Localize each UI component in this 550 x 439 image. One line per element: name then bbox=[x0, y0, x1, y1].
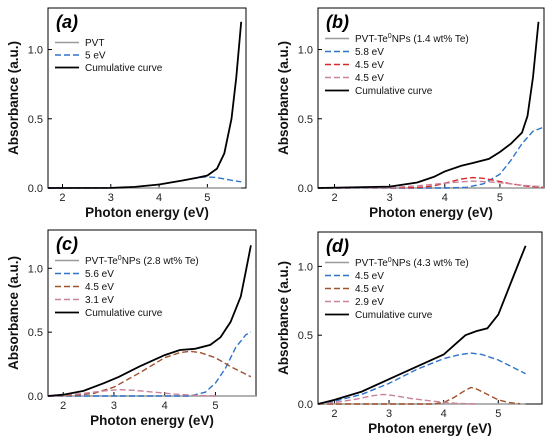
x-tick-label: 2 bbox=[59, 192, 65, 204]
x-axis-label: Photon energy (eV) bbox=[369, 205, 493, 220]
y-axis-label: Absorbance (a.u.) bbox=[6, 256, 21, 370]
panel-4: 2 3 4 5 0.0 0.5 1.0 Photon energy (eV) Absorbanc… bbox=[276, 231, 543, 436]
series-line-2 bbox=[47, 176, 242, 189]
legend-entry-label: PVT-Te0NPs (2.8 wt% Te) bbox=[85, 255, 199, 267]
panel-1: 2 3 4 5 0.0 0.5 1.0 Photon energy (eV) Absorbanc… bbox=[6, 7, 247, 220]
legend-entry-label: Cumulative curve bbox=[355, 310, 433, 321]
legend-entry-label: 4.5 eV bbox=[355, 271, 384, 282]
x-tick-label: 4 bbox=[162, 400, 168, 412]
y-tick-label: 1.0 bbox=[298, 45, 313, 57]
x-tick-label: 3 bbox=[111, 400, 117, 412]
y-tick-label: 0.5 bbox=[28, 327, 43, 339]
y-tick-label: 0.0 bbox=[28, 391, 43, 403]
x-tick-label: 5 bbox=[497, 192, 503, 204]
legend-entry-label: 4.5 eV bbox=[355, 284, 384, 295]
x-tick-label: 5 bbox=[204, 192, 210, 204]
panel-3: 2 3 4 5 0.0 0.5 1.0 Photon energy (eV) Absorbanc… bbox=[6, 229, 257, 428]
x-tick-label: 3 bbox=[108, 192, 114, 204]
panel-label: (d) bbox=[326, 236, 349, 256]
x-tick-label: 4 bbox=[442, 192, 448, 204]
y-tick-label: 1.0 bbox=[28, 263, 43, 275]
legend-entry-label: Cumulative curve bbox=[85, 63, 163, 74]
y-tick-label: 0.0 bbox=[298, 399, 313, 411]
legend-entry-label: 5.8 eV bbox=[355, 47, 384, 58]
series-line-3 bbox=[318, 386, 521, 405]
legend-entry-label: Cumulative curve bbox=[85, 308, 163, 319]
panel-label: (a) bbox=[56, 12, 78, 32]
y-tick-label: 0.0 bbox=[28, 183, 43, 195]
legend-entry-label: 5.6 eV bbox=[85, 269, 114, 280]
legend-entry-label: Cumulative curve bbox=[355, 86, 433, 97]
series-line-3 bbox=[47, 350, 252, 397]
legend-entry-label: 2.9 eV bbox=[355, 297, 384, 308]
y-axis-label: Absorbance (a.u.) bbox=[276, 41, 291, 155]
y-tick-label: 1.0 bbox=[298, 261, 313, 273]
series-line-5 bbox=[317, 21, 540, 189]
plot-frame bbox=[47, 7, 247, 189]
x-tick-label: 4 bbox=[156, 192, 162, 204]
series-line-5 bbox=[47, 245, 252, 397]
x-tick-label: 5 bbox=[495, 408, 501, 420]
y-tick-label: 0.0 bbox=[298, 183, 313, 195]
panel-2: 2 3 4 5 0.0 0.5 1.0 Photon energy (eV) Absorbanc… bbox=[276, 7, 545, 220]
x-tick-label: 5 bbox=[212, 400, 218, 412]
x-axis-label: Photon energy (eV) bbox=[368, 421, 492, 436]
series-line-2 bbox=[48, 331, 252, 397]
legend-entry-label: PVT-Te0NPs (1.4 wt% Te) bbox=[355, 33, 469, 45]
legend-entry-label: PVT-Te0NPs (4.3 wt% Te) bbox=[355, 257, 469, 269]
series-line-4 bbox=[317, 393, 477, 405]
panel-label: (c) bbox=[56, 234, 78, 254]
y-tick-label: 0.5 bbox=[298, 330, 313, 342]
x-axis-label: Photon energy (eV) bbox=[85, 205, 209, 220]
y-tick-label: 0.5 bbox=[298, 114, 313, 126]
y-axis-label: Absorbance (a.u.) bbox=[6, 41, 21, 155]
legend-entry-label: PVT bbox=[85, 38, 104, 49]
series-line-2 bbox=[318, 126, 545, 189]
series-line-4 bbox=[317, 180, 545, 189]
x-axis-label: Photon energy (eV) bbox=[90, 413, 214, 428]
series-line-3 bbox=[47, 21, 243, 189]
x-tick-label: 2 bbox=[331, 192, 337, 204]
series-line-5 bbox=[317, 245, 527, 405]
y-axis-label: Absorbance (a.u.) bbox=[276, 261, 291, 375]
panel-label: (b) bbox=[326, 12, 349, 32]
legend-entry-label: 3.1 eV bbox=[85, 295, 114, 306]
y-tick-label: 1.0 bbox=[28, 45, 43, 57]
series-line-2 bbox=[317, 352, 526, 405]
legend-entry-label: 4.5 eV bbox=[85, 282, 114, 293]
legend-entry-label: 4.5 eV bbox=[355, 60, 384, 71]
x-tick-label: 3 bbox=[386, 408, 392, 420]
legend-entry-label: 4.5 eV bbox=[355, 73, 384, 84]
legend-entry-label: 5 eV bbox=[85, 51, 106, 62]
x-tick-label: 2 bbox=[60, 400, 66, 412]
x-tick-label: 3 bbox=[387, 192, 393, 204]
y-tick-label: 0.5 bbox=[28, 114, 43, 126]
x-tick-label: 2 bbox=[331, 408, 337, 420]
x-tick-label: 4 bbox=[441, 408, 447, 420]
series-line-4 bbox=[47, 388, 216, 397]
